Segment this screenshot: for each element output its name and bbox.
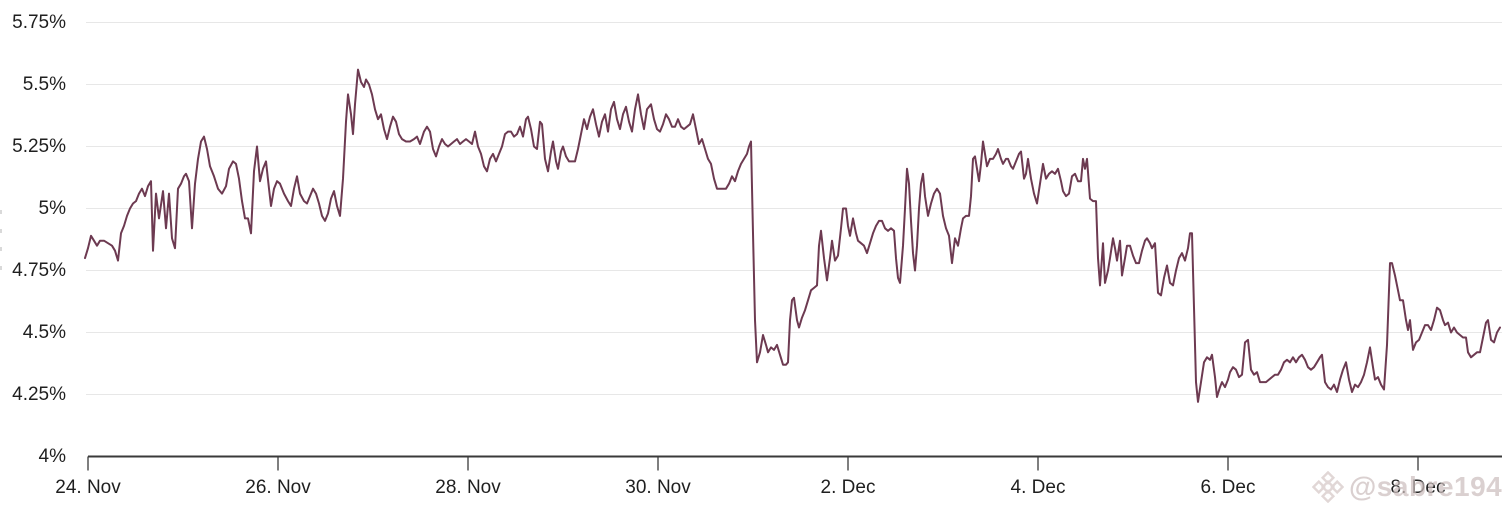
x-axis-label: 2. Dec	[820, 477, 876, 498]
y-axis-label: 4.25%	[12, 383, 66, 405]
y-axis-label: 4.5%	[22, 321, 66, 343]
y-axis-label: 5%	[38, 197, 66, 219]
x-axis-label: 30. Nov	[625, 477, 691, 498]
y-axis-label: 5.5%	[22, 73, 66, 95]
y-axis-label: 4%	[38, 445, 66, 467]
x-axis-label: 24. Nov	[55, 477, 121, 498]
series-line	[84, 68, 1501, 403]
y-axis-label: 5.75%	[12, 11, 66, 33]
x-axis-label: 6. Dec	[1200, 477, 1256, 498]
x-axis-label: 26. Nov	[245, 477, 311, 498]
x-axis-label: 4. Dec	[1010, 477, 1066, 498]
y-axis-label: 4.75%	[12, 259, 66, 281]
x-axis-label: 8. Dec	[1390, 477, 1446, 498]
y-axis-label: 5.25%	[12, 135, 66, 157]
x-axis-label: 28. Nov	[435, 477, 501, 498]
y-axis-title-clipped	[0, 210, 3, 270]
